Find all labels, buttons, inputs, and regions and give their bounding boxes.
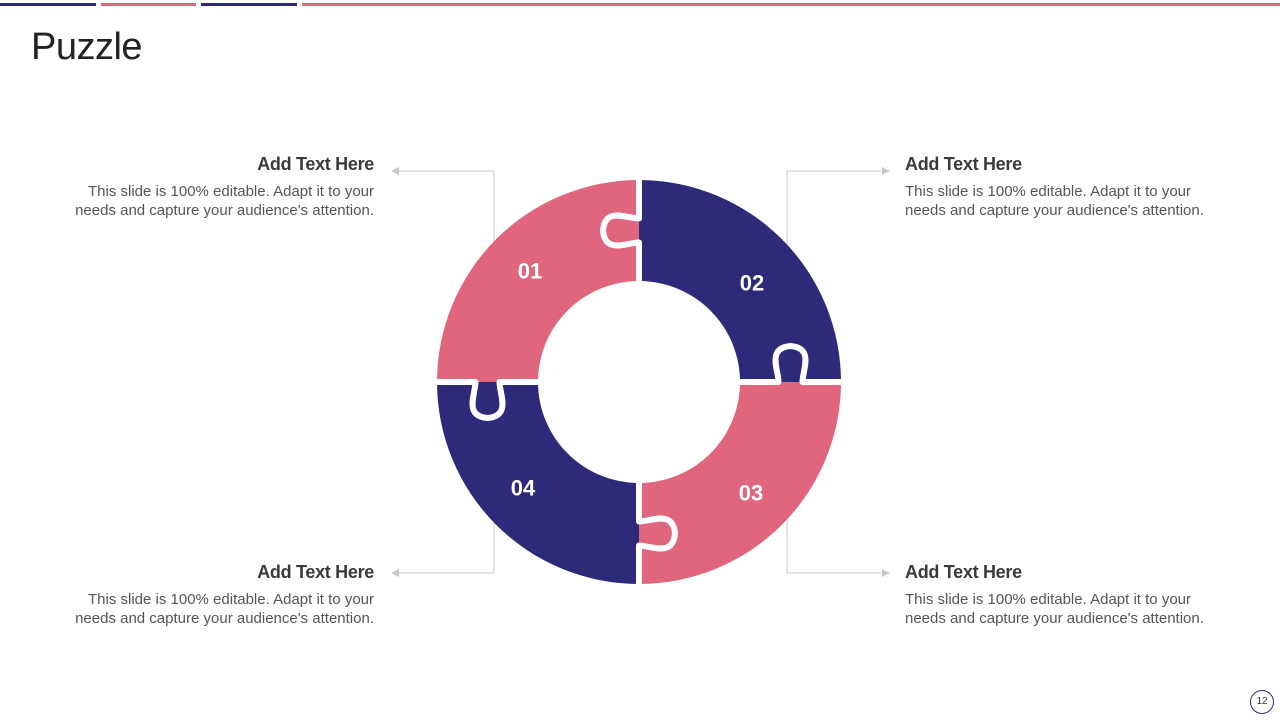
block-body: This slide is 100% editable. Adapt it to… [44,182,374,220]
block-body: This slide is 100% editable. Adapt it to… [44,590,374,628]
slide-title: Puzzle [31,26,143,68]
block-body-line: needs and capture your audience's attent… [905,202,1204,219]
block-heading: Add Text Here [905,562,1022,582]
piece-number-label: 03 [739,481,763,506]
block-body: This slide is 100% editable. Adapt it to… [905,182,1235,220]
puzzle-piece-01 [437,180,639,382]
block-heading: Add Text Here [257,562,374,582]
block-heading: Add Text Here [257,154,374,174]
text-block-bottom-left: Add Text Here This slide is 100% editabl… [44,561,374,628]
puzzle-piece-04 [437,382,639,584]
block-body-line: This slide is 100% editable. Adapt it to… [905,591,1191,608]
piece-number-label: 01 [518,259,542,284]
block-body-line: This slide is 100% editable. Adapt it to… [88,591,374,608]
piece-number-label: 04 [511,476,536,501]
block-heading: Add Text Here [905,154,1022,174]
top-bar-segment-4 [302,3,1280,6]
block-body-line: needs and capture your audience's attent… [75,202,374,219]
puzzle-seam-bottom [636,480,678,591]
block-body: This slide is 100% editable. Adapt it to… [905,590,1235,628]
connector-line-02 [786,167,890,250]
connector-line-03 [786,515,890,577]
block-body-line: This slide is 100% editable. Adapt it to… [905,183,1191,200]
block-body-line: This slide is 100% editable. Adapt it to… [88,183,374,200]
block-body-line: needs and capture your audience's attent… [75,610,374,627]
page-number-badge: 12 [1250,690,1274,714]
top-bar-segment-3 [201,3,297,6]
piece-number-label: 02 [740,271,764,296]
connector-line-04 [391,515,495,577]
puzzle-piece-02 [639,180,841,382]
puzzle-seam-top [600,173,642,284]
top-bar-segment-1 [0,3,96,6]
text-block-top-right: Add Text Here This slide is 100% editabl… [905,153,1235,220]
text-block-top-left: Add Text Here This slide is 100% editabl… [44,153,374,220]
block-body-line: needs and capture your audience's attent… [905,610,1204,627]
connector-line-01 [391,167,495,250]
top-bar-segment-2 [101,3,196,6]
puzzle-seam-left [430,379,541,421]
puzzle-seam-right [737,343,848,385]
text-block-bottom-right: Add Text Here This slide is 100% editabl… [905,561,1235,628]
puzzle-piece-03 [639,382,841,584]
